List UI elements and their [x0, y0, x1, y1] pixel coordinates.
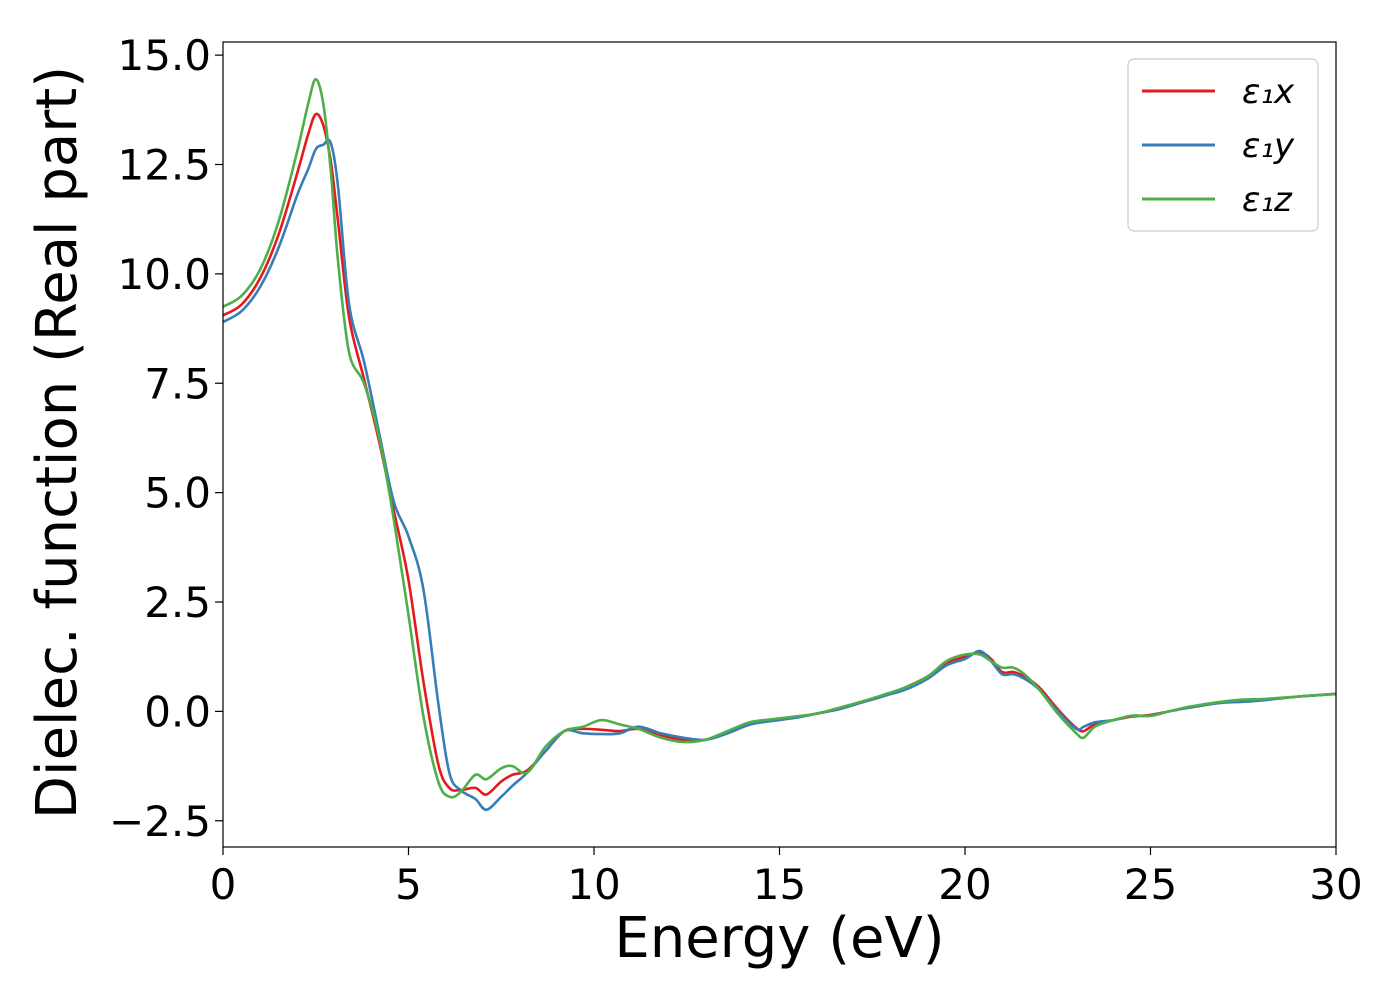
- y-tick-label: 5.0: [144, 469, 211, 518]
- y-axis-title: Dielec. function (Real part): [25, 66, 90, 819]
- y-tick-label: 15.0: [117, 31, 211, 80]
- legend-box: [1127, 58, 1319, 232]
- series-line-2: [223, 138, 1336, 812]
- x-tick-label: 0: [210, 860, 237, 909]
- y-tick-label: 7.5: [144, 359, 211, 408]
- x-axis: 0 5 10 15 20 25 30: [210, 847, 1363, 909]
- x-tick-label: 20: [938, 860, 991, 909]
- y-tick-label: 0.0: [144, 687, 211, 736]
- y-tick-label: 12.5: [117, 141, 211, 190]
- x-tick-label: 10: [567, 860, 620, 909]
- y-tick-label: −2.5: [109, 797, 211, 846]
- x-tick-label: 15: [753, 860, 806, 909]
- legend-label: ε₁y: [1242, 126, 1295, 166]
- y-axis: −2.5 0.0 2.5 5.0 7.5 10.0 12.5 15.0: [109, 31, 223, 846]
- x-tick-label: 30: [1309, 860, 1362, 909]
- x-axis-title: Energy (eV): [614, 906, 944, 971]
- x-tick-label: 25: [1124, 860, 1177, 909]
- y-tick-label: 2.5: [144, 578, 211, 627]
- legend-label: ε₁z: [1242, 180, 1293, 220]
- series-line-3: [223, 77, 1336, 799]
- plot-area: [223, 77, 1336, 812]
- y-tick-label: 10.0: [117, 250, 211, 299]
- legend: ε₁x ε₁y ε₁z: [1127, 58, 1319, 232]
- legend-label: ε₁x: [1242, 72, 1295, 112]
- x-tick-label: 5: [395, 860, 422, 909]
